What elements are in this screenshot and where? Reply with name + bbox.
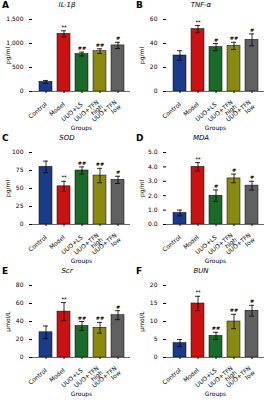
svg-text:#: # xyxy=(232,167,236,173)
svg-text:pg/ml: pg/ml xyxy=(4,47,12,64)
svg-text:##: ## xyxy=(78,160,86,166)
svg-text:##: ## xyxy=(230,35,238,41)
svg-text:0: 0 xyxy=(154,353,158,360)
svg-text:**: ** xyxy=(61,174,67,180)
svg-text:60: 60 xyxy=(16,299,24,306)
svg-text:75: 75 xyxy=(16,166,24,173)
svg-text:500: 500 xyxy=(12,63,24,70)
svg-text:##: ## xyxy=(96,42,104,48)
svg-text:**: ** xyxy=(195,289,201,295)
svg-text:20: 20 xyxy=(150,63,158,70)
svg-text:Control: Control xyxy=(161,366,182,386)
svg-text:0: 0 xyxy=(20,87,24,94)
svg-text:4.0: 4.0 xyxy=(148,163,158,170)
svg-text:Control: Control xyxy=(27,100,48,120)
svg-text:##: ## xyxy=(78,45,86,51)
svg-text:#: # xyxy=(214,37,218,43)
svg-text:40: 40 xyxy=(16,317,24,324)
svg-text:Groups: Groups xyxy=(205,257,226,265)
svg-text:##: ## xyxy=(96,315,104,321)
svg-text:1,000: 1,000 xyxy=(6,39,23,46)
svg-text:UUO+TFNlow: UUO+TFNlow xyxy=(90,231,122,260)
svg-text:μmol/L: μmol/L xyxy=(4,311,12,332)
svg-text:1,500: 1,500 xyxy=(6,15,23,22)
svg-text:**: ** xyxy=(61,24,67,30)
svg-text:60: 60 xyxy=(150,15,158,22)
svg-text:μmol/L: μmol/L xyxy=(138,311,146,332)
svg-text:#: # xyxy=(116,35,120,41)
svg-text:#: # xyxy=(250,174,254,180)
svg-text:Groups: Groups xyxy=(205,390,226,398)
svg-text:100: 100 xyxy=(12,148,24,155)
svg-text:10: 10 xyxy=(150,317,158,324)
svg-text:**: ** xyxy=(195,156,201,162)
svg-text:UUO+TFNlow: UUO+TFNlow xyxy=(90,98,122,127)
svg-text:Groups: Groups xyxy=(71,257,92,265)
svg-text:20: 20 xyxy=(16,335,24,342)
svg-text:UUO+TFNlow: UUO+TFNlow xyxy=(90,364,122,393)
svg-text:0.0: 0.0 xyxy=(148,220,158,227)
svg-text:3.0: 3.0 xyxy=(148,177,158,184)
svg-text:2.0: 2.0 xyxy=(148,192,158,199)
svg-text:5: 5 xyxy=(154,335,158,342)
svg-text:#: # xyxy=(116,169,120,175)
svg-text:Groups: Groups xyxy=(71,390,92,398)
svg-text:Control: Control xyxy=(27,366,48,386)
svg-text:UUO+TFNlow: UUO+TFNlow xyxy=(224,231,256,260)
svg-text:Control: Control xyxy=(161,233,182,253)
svg-text:##: ## xyxy=(96,161,104,167)
svg-text:**: ** xyxy=(61,296,67,302)
svg-text:0: 0 xyxy=(154,87,158,94)
svg-text:15: 15 xyxy=(150,299,158,306)
svg-text:80: 80 xyxy=(16,281,24,288)
svg-text:**: ** xyxy=(195,19,201,25)
svg-text:#: # xyxy=(116,304,120,310)
svg-text:20: 20 xyxy=(150,281,158,288)
svg-text:#: # xyxy=(250,298,254,304)
svg-text:40: 40 xyxy=(150,39,158,46)
svg-text:UUO+TFNlow: UUO+TFNlow xyxy=(224,364,256,393)
svg-text:#: # xyxy=(250,27,254,33)
svg-text:1.0: 1.0 xyxy=(148,206,158,213)
svg-text:#: # xyxy=(214,183,218,189)
svg-text:pg/ml: pg/ml xyxy=(138,47,146,64)
svg-text:UUO+TFNlow: UUO+TFNlow xyxy=(224,98,256,127)
svg-text:pg/ml: pg/ml xyxy=(138,180,146,197)
svg-text:Groups: Groups xyxy=(71,124,92,132)
svg-text:Control: Control xyxy=(27,233,48,253)
svg-text:50: 50 xyxy=(16,184,24,191)
svg-text:Groups: Groups xyxy=(205,124,226,132)
svg-text:0: 0 xyxy=(20,220,24,227)
svg-text:0: 0 xyxy=(20,353,24,360)
svg-text:##: ## xyxy=(78,315,86,321)
svg-text:pg/ml: pg/ml xyxy=(4,180,12,197)
svg-text:Control: Control xyxy=(161,100,182,120)
svg-text:##: ## xyxy=(212,325,220,331)
svg-text:5.0: 5.0 xyxy=(148,148,158,155)
svg-text:25: 25 xyxy=(16,202,24,209)
svg-text:##: ## xyxy=(230,307,238,313)
